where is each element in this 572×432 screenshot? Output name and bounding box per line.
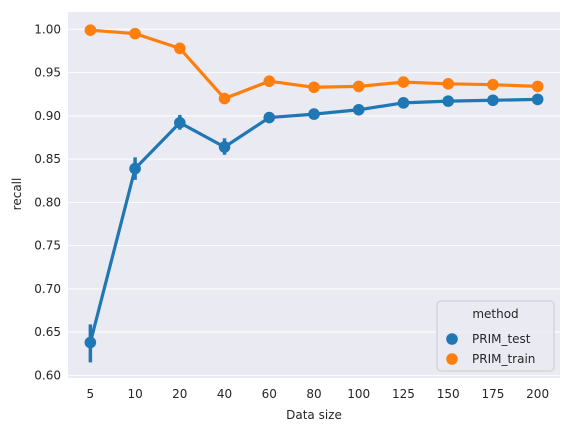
data-point (174, 116, 186, 129)
series-PRIM_test (84, 93, 544, 363)
legend-marker (446, 333, 458, 345)
series-layer (84, 24, 544, 363)
data-point (84, 24, 97, 36)
data-point (218, 92, 231, 105)
x-tick-label: 175 (481, 387, 504, 401)
data-point (487, 94, 499, 107)
x-tick-label: 60 (262, 387, 277, 401)
data-point (397, 76, 410, 88)
legend-entry-label: PRIM_test (472, 332, 531, 346)
data-point (352, 80, 365, 93)
legend-box (436, 300, 555, 372)
data-point (218, 141, 231, 153)
y-tick-label: 0.90 (34, 109, 61, 123)
y-tick-label: 0.75 (34, 239, 61, 253)
x-tick-label: 20 (172, 387, 187, 401)
data-point (531, 80, 544, 93)
y-tick-label: 0.80 (34, 195, 61, 209)
y-tick-label: 1.00 (34, 22, 61, 36)
data-point (174, 42, 186, 55)
x-tick-label: 40 (217, 387, 232, 401)
y-tick-label: 0.85 (34, 152, 61, 166)
y-tick-label: 0.70 (34, 282, 61, 296)
x-tick-label: 150 (437, 387, 460, 401)
y-tick-label: 0.95 (34, 66, 61, 80)
data-point (531, 93, 544, 106)
data-point (308, 81, 320, 94)
y-tick-label: 0.65 (34, 325, 61, 339)
x-tick-label: 5 (87, 387, 95, 401)
data-point (263, 75, 276, 88)
y-tick-label: 0.60 (34, 368, 61, 382)
data-point (308, 108, 320, 120)
data-point (487, 78, 499, 91)
x-tick-label: 100 (347, 387, 370, 401)
legend-entry-label: PRIM_train (472, 352, 535, 366)
legend: method PRIM_test PRIM_train (436, 300, 555, 372)
x-tick-label: 10 (127, 387, 142, 401)
data-point (129, 162, 141, 175)
x-axis-label: Data size (286, 408, 342, 422)
legend-marker (446, 353, 458, 365)
y-axis-label: recall (10, 178, 24, 211)
data-point (397, 97, 410, 109)
data-point (129, 27, 141, 40)
data-point (442, 78, 454, 90)
data-point (84, 336, 97, 349)
series-PRIM_train (84, 24, 544, 105)
x-tick-label: 125 (392, 387, 415, 401)
x-ticks: 5 10 20 40 60 80 100 125 150 175 200 (87, 387, 550, 401)
data-point (442, 95, 454, 107)
data-point (263, 111, 276, 124)
x-tick-label: 80 (306, 387, 321, 401)
grid (68, 28, 560, 376)
legend-title: method (472, 307, 518, 321)
x-tick-label: 200 (526, 387, 549, 401)
y-ticks: 0.60 0.65 0.70 0.75 0.80 0.85 0.90 0.95 1.00 (34, 22, 61, 382)
data-point (352, 103, 365, 116)
